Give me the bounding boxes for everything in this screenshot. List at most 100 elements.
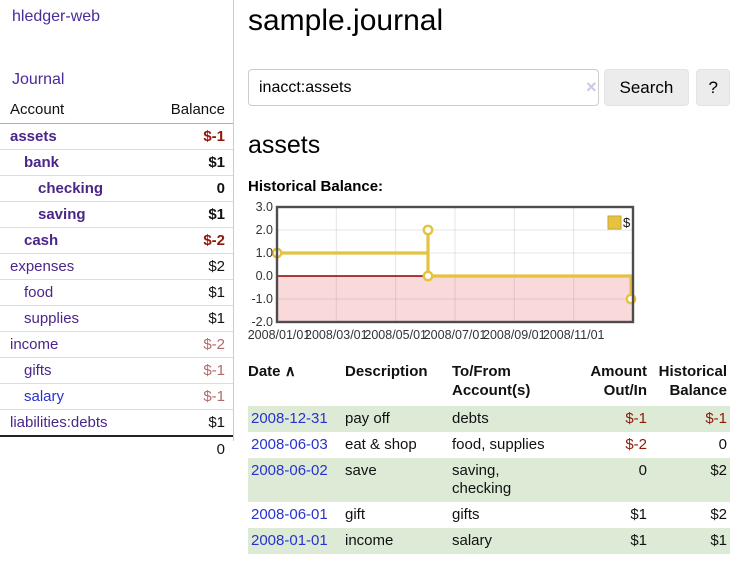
transaction-description: eat & shop <box>345 436 417 453</box>
transaction-date-link[interactable]: 2008-06-03 <box>251 436 328 453</box>
accounts-header-row: Account Balance <box>0 97 233 124</box>
search-bar: × Search ? <box>248 69 730 106</box>
register-row: 2008-12-31 pay off debts $-1 $-1 <box>248 406 730 432</box>
transaction-date-link[interactable]: 2008-01-01 <box>251 532 328 549</box>
accounts-column-balance: Balance <box>147 97 233 124</box>
register-row: 2008-06-01 gift gifts $1 $2 <box>248 502 730 528</box>
account-balance: $1 <box>147 409 233 436</box>
x-tick: 2008/01/01 <box>248 328 311 342</box>
transaction-balance: $-1 <box>705 410 727 427</box>
account-heading: assets <box>248 131 321 159</box>
historical-balance-chart: $ 3.0 2.0 1.0 0.0 -1.0 -2.0 2008/01/01 2… <box>248 200 637 342</box>
account-link-supplies[interactable]: supplies <box>24 310 80 327</box>
account-link-liabilities-debts[interactable]: liabilities:debts <box>10 414 108 431</box>
register-table: Date ∧ Description To/From Account(s) Am… <box>248 360 730 554</box>
transaction-accounts: saving, checking <box>452 462 512 497</box>
clear-search-icon[interactable]: × <box>586 77 597 97</box>
transaction-accounts: salary <box>452 532 493 549</box>
account-link-expenses[interactable]: expenses <box>10 258 75 275</box>
chart-frame <box>275 205 635 324</box>
x-tick: 2008/09/01 <box>483 328 546 342</box>
help-button[interactable]: ? <box>696 69 730 106</box>
accounts-total-row: 0 <box>0 435 233 462</box>
accounts-column-account: Account <box>0 97 148 124</box>
account-balance: $1 <box>147 279 233 306</box>
transaction-amount: $1 <box>630 506 647 523</box>
account-balance: 0 <box>147 175 233 202</box>
register-row: 2008-01-01 income salary $1 $1 <box>248 528 730 554</box>
y-tick: -2.0 <box>251 315 273 329</box>
chart-legend: $ <box>607 215 631 230</box>
account-link-saving[interactable]: saving <box>38 206 86 223</box>
account-balance: $1 <box>147 305 233 332</box>
account-row-expenses: expenses $2 <box>0 253 233 280</box>
account-link-checking[interactable]: checking <box>38 180 104 197</box>
chart-data-markers <box>271 224 637 305</box>
transaction-description: income <box>345 532 394 549</box>
transaction-amount: $1 <box>630 532 647 549</box>
account-row-cash: cash $-2 <box>0 227 233 254</box>
account-link-assets[interactable]: assets <box>10 128 57 145</box>
sidebar: hledger-web Journal Account Balance asse… <box>0 0 234 462</box>
transaction-balance: $2 <box>710 506 727 523</box>
account-link-food[interactable]: food <box>24 284 54 301</box>
y-tick: 0.0 <box>256 269 273 283</box>
register-row: 2008-06-03 eat & shop food, supplies $-2… <box>248 432 730 458</box>
sort-asc-icon: ∧ <box>284 363 296 380</box>
account-balance: $-2 <box>147 331 233 358</box>
transaction-description: gift <box>345 506 366 523</box>
account-balance: $-2 <box>147 227 233 254</box>
chart-title: Historical Balance: <box>248 178 384 195</box>
app-brand-link[interactable]: hledger-web <box>12 8 101 25</box>
chart-x-axis: 2008/01/01 2008/03/01 2008/05/01 2008/07… <box>248 328 605 342</box>
account-row-liabilities-debts: liabilities:debts $1 <box>0 409 233 436</box>
account-row-assets: assets $-1 <box>0 123 233 150</box>
transaction-accounts: food, supplies <box>452 436 545 453</box>
transaction-amount: $-2 <box>625 436 647 453</box>
search-button[interactable]: Search <box>603 69 690 106</box>
account-balance: $-1 <box>147 123 233 150</box>
register-column-balance: Historical Balance <box>658 363 727 399</box>
register-column-accounts: To/From Account(s) <box>452 363 531 399</box>
register-row: 2008-06-02 save saving, checking 0 $2 <box>248 458 730 502</box>
account-link-gifts[interactable]: gifts <box>24 362 52 379</box>
account-row-checking: checking 0 <box>0 175 233 202</box>
account-balance: $2 <box>147 253 233 280</box>
main-panel: sample.journal × Search ? assets Histori… <box>248 0 730 554</box>
chart-negative-region <box>277 276 633 322</box>
account-link-bank[interactable]: bank <box>24 154 60 171</box>
transaction-accounts: debts <box>452 410 489 427</box>
transaction-description: save <box>345 462 377 479</box>
account-row-bank: bank $1 <box>0 149 233 176</box>
chart-balance-line <box>277 230 633 299</box>
account-balance: $1 <box>147 201 233 228</box>
account-link-income[interactable]: income <box>10 336 59 353</box>
account-row-food: food $1 <box>0 279 233 306</box>
account-row-income: income $-2 <box>0 331 233 358</box>
account-balance: $1 <box>147 149 233 176</box>
transaction-balance: $1 <box>710 532 727 549</box>
transaction-accounts: gifts <box>452 506 480 523</box>
account-row-gifts: gifts $-1 <box>0 357 233 384</box>
sidebar-item-journal[interactable]: Journal <box>12 71 65 88</box>
account-row-salary: salary $-1 <box>0 383 233 410</box>
y-tick: 1.0 <box>256 246 273 260</box>
transaction-date-link[interactable]: 2008-12-31 <box>251 410 328 427</box>
account-row-saving: saving $1 <box>0 201 233 228</box>
account-row-supplies: supplies $1 <box>0 305 233 332</box>
transaction-balance: $2 <box>710 462 727 479</box>
legend-swatch-icon <box>607 215 622 230</box>
account-link-salary[interactable]: salary <box>24 388 65 405</box>
search-input[interactable] <box>248 69 599 106</box>
account-link-cash[interactable]: cash <box>24 232 59 249</box>
account-balance: $-1 <box>147 357 233 384</box>
accounts-total-value: 0 <box>147 435 233 462</box>
accounts-table: Account Balance assets $-1 bank $1 check… <box>0 97 233 462</box>
transaction-date-link[interactable]: 2008-06-02 <box>251 462 328 479</box>
legend-label: $ <box>623 215 631 230</box>
transaction-date-link[interactable]: 2008-06-01 <box>251 506 328 523</box>
register-column-date[interactable]: Date ∧ <box>248 360 345 406</box>
y-tick: -1.0 <box>251 292 273 306</box>
account-balance: $-1 <box>147 383 233 410</box>
x-tick: 2008/03/01 <box>305 328 368 342</box>
